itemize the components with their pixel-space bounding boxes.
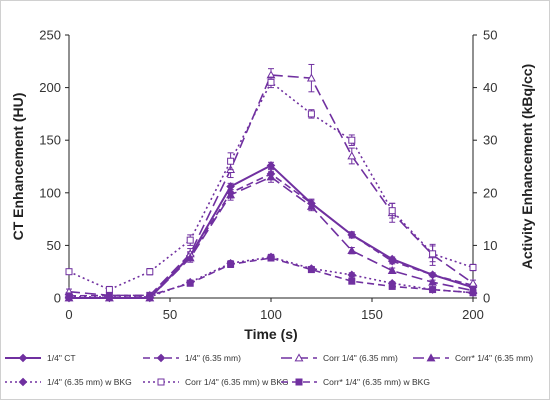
data-point xyxy=(307,110,315,118)
series-1 xyxy=(64,161,478,303)
y-left-tick-label: 150 xyxy=(39,133,61,148)
legend-swatch-marker xyxy=(294,353,304,362)
data-point xyxy=(105,286,113,294)
data-point xyxy=(429,286,437,294)
legend-item: Corr* 1/4" (6.35 mm) w BKG xyxy=(281,377,430,387)
series-line xyxy=(68,257,474,297)
y-left-tick-label: 100 xyxy=(39,185,61,200)
data-point xyxy=(388,282,396,290)
legend-label: Corr 1/4" (6.35 mm) w BKG xyxy=(185,377,289,387)
series-6 xyxy=(65,76,477,294)
x-axis-title: Time (s) xyxy=(244,326,297,342)
y-right-tick-label: 30 xyxy=(483,133,497,148)
legend-label: Corr* 1/4" (6.35 mm) w BKG xyxy=(323,377,430,387)
legend: 1/4" CT 1/4" (6.35 mm) Corr 1/4" (6.35 mm)… xyxy=(5,353,533,387)
y-left-tick-label: 50 xyxy=(47,238,61,253)
y-right-axis-title: Activity Enhancement (kBq/cc) xyxy=(519,64,535,269)
data-point xyxy=(146,268,154,276)
y-left-axis-title: CT Enhancement (HU) xyxy=(10,93,26,241)
legend-swatch-marker xyxy=(157,378,165,386)
data-point xyxy=(348,136,356,144)
x-tick-label: 0 xyxy=(65,307,72,322)
data-point xyxy=(146,291,154,299)
data-point xyxy=(226,190,236,199)
legend-swatch-marker xyxy=(426,353,436,362)
data-point xyxy=(307,266,315,274)
y-right-tick-label: 50 xyxy=(483,28,497,43)
data-point xyxy=(468,278,478,287)
x-tick-label: 100 xyxy=(260,307,282,322)
y-left-tick-label: 0 xyxy=(54,291,61,306)
series-7 xyxy=(65,254,477,300)
data-point xyxy=(428,277,438,286)
legend-item: 1/4" (6.35 mm) w BKG xyxy=(5,377,132,387)
data-point xyxy=(429,250,437,258)
y-left-tick-label: 200 xyxy=(39,80,61,95)
y-right-tick-label: 0 xyxy=(483,291,490,306)
legend-item: Corr 1/4" (6.35 mm) xyxy=(281,353,398,363)
legend-item: 1/4" CT xyxy=(5,353,76,363)
legend-label: 1/4" (6.35 mm) xyxy=(185,353,241,363)
data-point xyxy=(266,172,276,181)
y-right-tick-label: 40 xyxy=(483,80,497,95)
data-point xyxy=(185,253,195,262)
legend-swatch-marker xyxy=(18,353,28,363)
data-point xyxy=(267,254,275,262)
data-point xyxy=(306,73,316,82)
data-point xyxy=(65,268,73,276)
data-point xyxy=(266,161,276,170)
data-point xyxy=(347,246,357,255)
data-point xyxy=(65,292,73,300)
legend-item: 1/4" (6.35 mm) xyxy=(143,353,241,363)
legend-label: Corr* 1/4" (6.35 mm) xyxy=(455,353,533,363)
x-tick-label: 150 xyxy=(361,307,383,322)
data-point xyxy=(105,291,113,299)
legend-label: 1/4" (6.35 mm) w BKG xyxy=(47,377,132,387)
legend-swatch-marker xyxy=(295,378,303,386)
legend-label: Corr 1/4" (6.35 mm) xyxy=(323,353,398,363)
y-right-tick-label: 20 xyxy=(483,185,497,200)
data-point xyxy=(388,207,396,215)
x-tick-label: 50 xyxy=(163,307,177,322)
series-line xyxy=(68,172,474,299)
legend-swatch-marker xyxy=(156,353,166,363)
y-right-tick-label: 10 xyxy=(483,238,497,253)
data-point xyxy=(347,230,357,240)
data-point xyxy=(186,236,194,244)
series-line xyxy=(68,74,474,297)
data-point xyxy=(469,289,477,297)
legend-item: Corr* 1/4" (6.35 mm) xyxy=(413,353,533,363)
data-point xyxy=(469,263,477,271)
data-point xyxy=(348,277,356,285)
data-point xyxy=(387,266,397,275)
data-point xyxy=(186,279,194,287)
legend-label: 1/4" CT xyxy=(47,353,76,363)
x-tick-label: 200 xyxy=(462,307,484,322)
legend-swatch-marker xyxy=(18,377,28,387)
data-point xyxy=(267,78,275,86)
data-point xyxy=(227,157,235,165)
y-left-tick-label: 250 xyxy=(39,28,61,43)
data-point xyxy=(227,260,235,268)
data-point xyxy=(306,201,316,210)
data-point xyxy=(347,151,357,160)
data-point xyxy=(387,256,397,266)
legend-item: Corr 1/4" (6.35 mm) w BKG xyxy=(143,377,289,387)
